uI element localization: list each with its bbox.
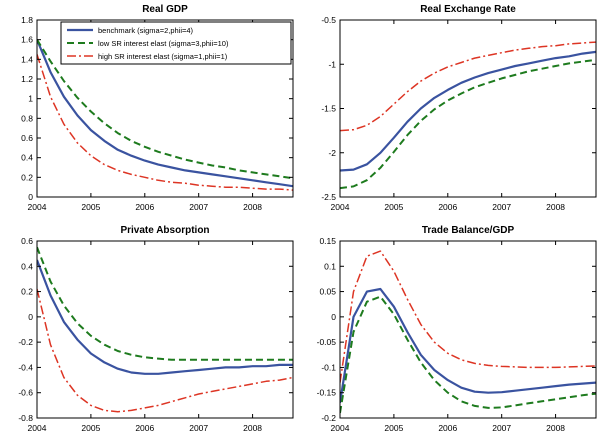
y-tick-label: 0.4 — [21, 261, 33, 271]
y-tick-label: -0.2 — [18, 337, 33, 347]
chart-real-gdp: Real GDP 2004 2005 2006 2007 2008 0 0.2 0.4 0.6 0… — [0, 0, 303, 221]
x-tick-label: 2008 — [243, 202, 262, 212]
y-tick-label: 1.2 — [21, 74, 33, 84]
x-tick-label: 2004 — [331, 202, 350, 212]
series-line-dashdot — [340, 41, 596, 132]
series-line-dashed — [37, 39, 293, 180]
chart-trade-balance-gdp: Trade Balance/GDP 2004 2005 2006 2007 2008 -0… — [303, 221, 606, 442]
x-tick-label: 2006 — [438, 423, 457, 433]
chart-title-trade-balance-gdp: Trade Balance/GDP — [421, 225, 515, 236]
x-tick-label: 2008 — [546, 202, 565, 212]
chart-real-exchange-rate: Real Exchange Rate 2004 2005 2006 2007 2008 -… — [303, 0, 606, 221]
series-line-dashed — [37, 246, 293, 361]
axes-box — [36, 240, 294, 419]
x-tick-label: 2005 — [81, 423, 100, 433]
chart-private-absorption: Private Absorption 2004 2005 2006 2007 2008 -… — [0, 221, 303, 442]
y-tick-label: 0.1 — [324, 261, 336, 271]
y-tick-label: -0.05 — [317, 337, 337, 347]
y-tick-label: -0.1 — [321, 362, 336, 372]
x-tick-label: 2005 — [384, 202, 403, 212]
y-tick-label: 0 — [331, 312, 336, 322]
y-tick-label: -0.5 — [321, 15, 336, 25]
x-tick-label: 2006 — [135, 423, 154, 433]
series-line-dashdot — [37, 54, 293, 191]
y-tick-label: -1.5 — [321, 104, 336, 114]
x-tick-label: 2008 — [243, 423, 262, 433]
series-line-dashdot — [340, 250, 596, 383]
y-tick-label: 0.2 — [21, 287, 33, 297]
y-tick-label: 0 — [28, 192, 33, 202]
y-tick-label: 0.6 — [21, 236, 33, 246]
x-tick-label: 2006 — [438, 202, 457, 212]
axes-box — [339, 240, 597, 419]
y-tick-label: -2.5 — [321, 192, 336, 202]
y-tick-label: 0.05 — [319, 287, 336, 297]
y-tick-label: 0.15 — [319, 236, 336, 246]
x-tick-label: 2007 — [492, 202, 511, 212]
series-line-dashdot — [37, 288, 293, 413]
y-tick-label: 0.2 — [21, 172, 33, 182]
x-tick-label: 2007 — [189, 202, 208, 212]
y-tick-label: -0.6 — [18, 388, 33, 398]
legend-label: high SR interest elast (sigma=1,phii=1) — [98, 52, 228, 61]
y-tick-label: -2 — [328, 148, 336, 158]
x-tick-label: 2008 — [546, 423, 565, 433]
x-tick-label: 2004 — [28, 202, 47, 212]
x-tick-label: 2007 — [189, 423, 208, 433]
x-tick-label: 2005 — [384, 423, 403, 433]
legend-label: benchmark (sigma=2,phii=4) — [98, 26, 194, 35]
chart-title-private-absorption: Private Absorption — [120, 225, 210, 236]
plot-svg: 2004 2005 2006 2007 2008 -0.8 -0.6 -0.4 -0.2 0 0.2… — [18, 236, 294, 433]
y-tick-label: 1.6 — [21, 35, 33, 45]
axes-box — [339, 19, 597, 198]
chart-title-real-gdp: Real GDP — [142, 4, 188, 15]
y-tick-label: -0.15 — [317, 388, 337, 398]
y-tick-label: -0.8 — [18, 413, 33, 423]
series-line-solid — [37, 259, 293, 375]
legend-label: low SR interest elast (sigma=3,phii=10) — [98, 39, 229, 48]
y-tick-label: 1 — [28, 94, 33, 104]
x-tick-label: 2004 — [28, 423, 47, 433]
series-line-dashed — [340, 295, 596, 414]
y-tick-label: -1 — [328, 59, 336, 69]
x-tick-label: 2006 — [135, 202, 154, 212]
plot-svg: 2004 2005 2006 2007 2008 -0.2 -0.15 -0.1 -0.05 0 0… — [317, 236, 597, 433]
plot-svg: 2004 2005 2006 2007 2008 -2.5 -2 -1.5 -1 -0.5 — [321, 15, 597, 212]
x-tick-label: 2004 — [331, 423, 350, 433]
legend: benchmark (sigma=2,phii=4) low SR interes… — [60, 21, 292, 65]
y-tick-label: 1.4 — [21, 54, 33, 64]
series-line-dashed — [340, 58, 596, 190]
axes-box — [36, 19, 294, 198]
y-tick-label: 1.8 — [21, 15, 33, 25]
x-tick-label: 2005 — [81, 202, 100, 212]
y-tick-label: -0.4 — [18, 362, 33, 372]
y-tick-label: 0.6 — [21, 133, 33, 143]
chart-title-real-exchange-rate: Real Exchange Rate — [420, 4, 516, 15]
y-tick-label: 0 — [28, 312, 33, 322]
legend-box — [60, 21, 292, 65]
y-tick-label: -0.2 — [321, 413, 336, 423]
y-tick-label: 0.8 — [21, 113, 33, 123]
series-line-solid — [340, 287, 596, 403]
series-line-solid — [37, 39, 293, 188]
x-tick-label: 2007 — [492, 423, 511, 433]
y-tick-label: 0.4 — [21, 153, 33, 163]
plot-svg: 2004 2005 2006 2007 2008 0 0.2 0.4 0.6 0.8 1 1.2 1.4… — [21, 15, 294, 212]
series-line-solid — [340, 50, 596, 172]
